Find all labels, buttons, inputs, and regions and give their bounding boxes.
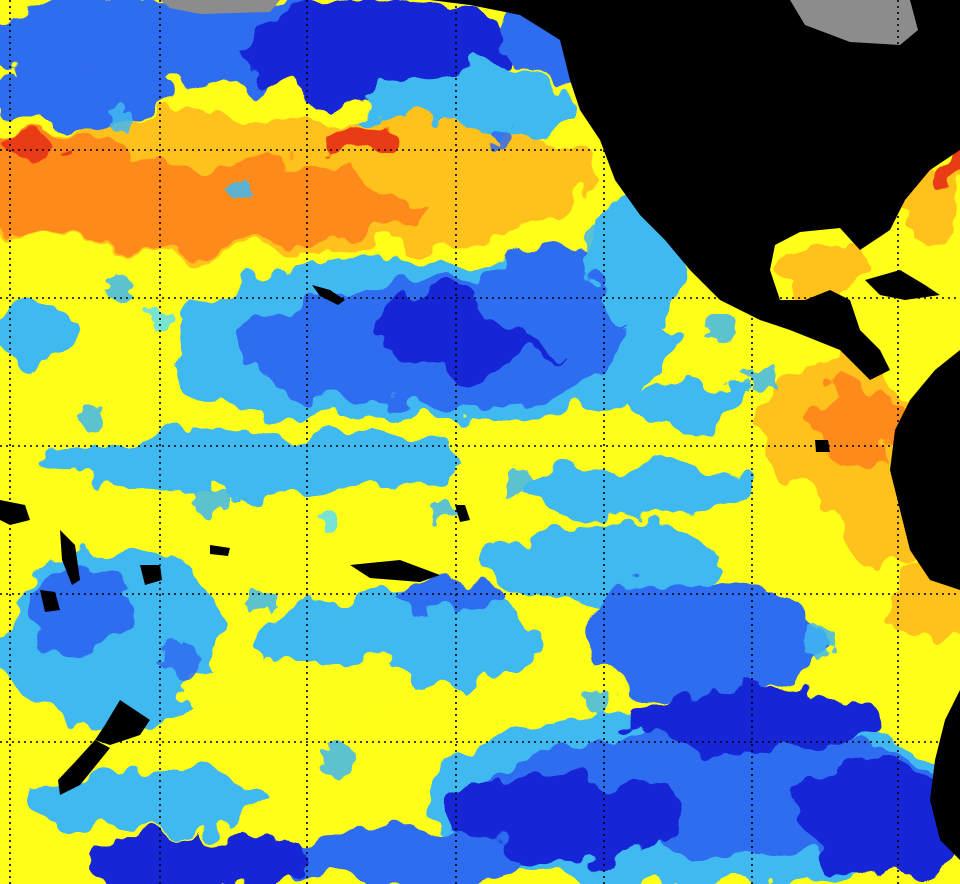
pacific-island-chain-4 [350,560,440,582]
pacific-island-chain-1 [60,530,80,585]
no-data-arctic-west [160,0,280,14]
no-data-arctic-east [790,0,918,45]
cuba-land [865,270,940,300]
pacific-island-chain-5 [455,505,470,522]
north-america-land [430,0,960,380]
pacific-island-chain-6 [40,590,60,612]
new-zealand-south [58,740,110,795]
no-data-regions [160,0,918,45]
south-america-lower-land [930,690,960,860]
hawaii-islands [312,285,345,305]
land-masses [0,0,960,860]
new-zealand-north [95,700,150,745]
anomaly-speckle [20,108,836,780]
pacific-island-chain-3 [140,565,162,585]
equatorial-cool-tongue [30,375,750,600]
pacific-island-chain-7 [210,545,230,556]
pacific-island-chain-2 [0,500,30,525]
south-america-land [890,350,960,590]
southern-cool-band [30,690,960,884]
